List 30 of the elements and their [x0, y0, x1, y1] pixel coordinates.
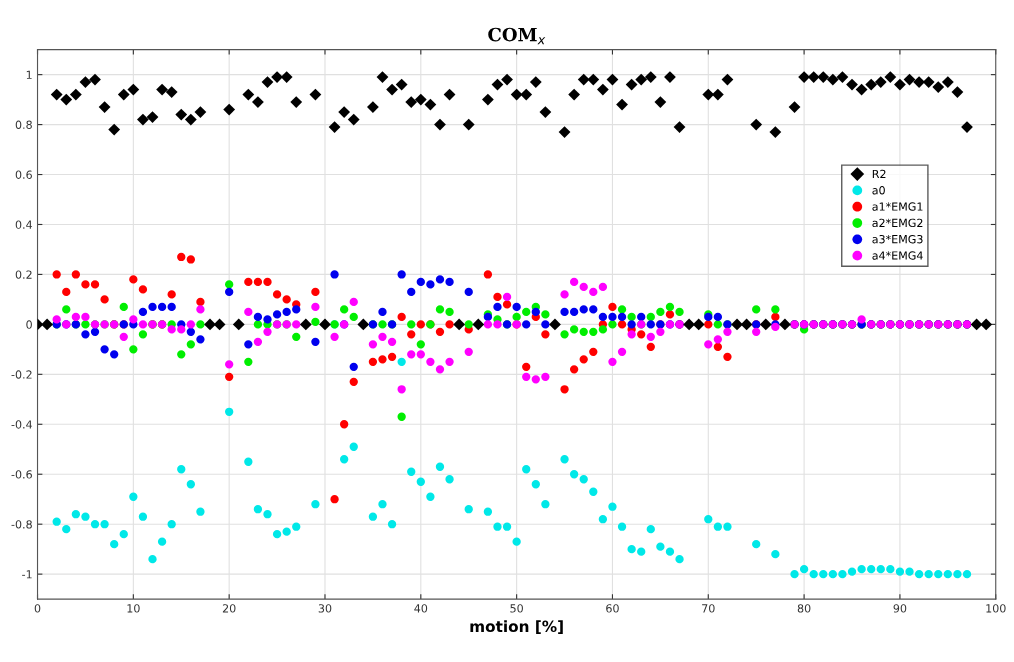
x-axis-title: motion [%]	[470, 620, 563, 634]
x-tick-label: 100	[986, 604, 1006, 613]
legend-label: a3*EMG3	[872, 234, 923, 244]
legend-label: R2	[872, 169, 886, 178]
y-tick-label: 0.8	[15, 120, 32, 129]
x-tick-label: 50	[510, 604, 523, 613]
x-tick-label: 10	[127, 604, 140, 613]
x-tick-label: 20	[222, 604, 236, 613]
y-tick-label: -0.6	[11, 470, 32, 479]
y-tick-label: -0.4	[11, 420, 33, 429]
x-tick-label: 30	[318, 604, 332, 613]
y-tick-label: 0.2	[15, 270, 32, 279]
y-tick-label: 0	[26, 320, 32, 329]
y-tick-label: 0.6	[15, 170, 32, 179]
legend-label: a2*EMG2	[872, 218, 923, 228]
legend-label: a4*EMG4	[872, 251, 923, 260]
y-tick-label: 1	[26, 70, 32, 79]
x-tick-label: 90	[893, 604, 907, 613]
x-tick-label: 0	[34, 604, 41, 613]
legend-label: a0	[872, 186, 885, 195]
y-tick-label: -1	[22, 570, 32, 579]
y-tick-label: -0.8	[11, 520, 32, 529]
chart-title: COM$_{x}$	[488, 27, 546, 45]
y-tick-label: 0.4	[15, 220, 33, 229]
legend-label: a1*EMG1	[872, 202, 923, 211]
x-tick-label: 80	[797, 604, 811, 613]
y-tick-label: -0.2	[11, 370, 32, 379]
x-tick-label: 60	[606, 604, 619, 613]
x-tick-label: 70	[702, 604, 715, 613]
x-tick-label: 40	[414, 604, 428, 613]
